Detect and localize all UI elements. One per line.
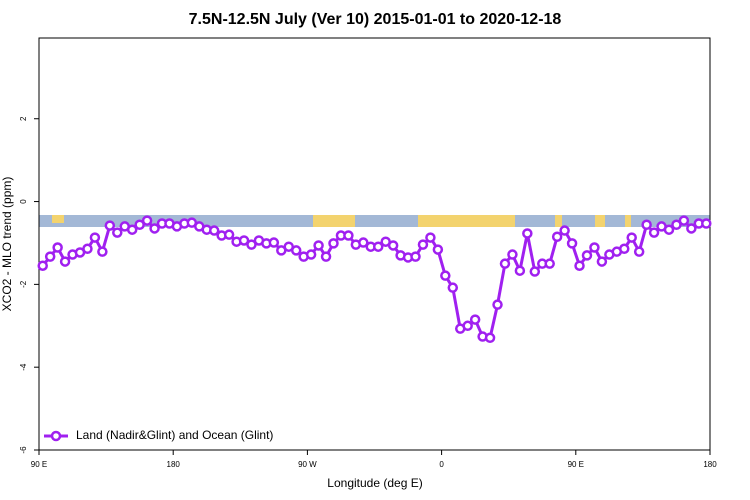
- point: [59, 256, 71, 267]
- chart-title: 7.5N-12.5N July (Ver 10) 2015-01-01 to 2…: [189, 11, 562, 28]
- point: [82, 243, 93, 255]
- y-axis-label: XCO2 - MLO trend (ppm): [0, 177, 14, 312]
- point: [574, 260, 585, 271]
- point: [410, 251, 421, 262]
- point: [52, 242, 63, 253]
- point: [328, 238, 339, 249]
- point: [141, 215, 153, 226]
- y-tick-label: -2: [19, 280, 28, 288]
- land: [555, 215, 562, 227]
- point: [305, 249, 317, 260]
- point: [89, 232, 101, 243]
- point: [417, 239, 429, 250]
- point: [126, 224, 138, 235]
- point: [641, 219, 652, 230]
- point: [313, 240, 324, 251]
- point: [246, 239, 257, 250]
- point: [149, 223, 160, 234]
- point: [44, 251, 56, 262]
- point: [320, 251, 332, 262]
- point: [358, 237, 369, 248]
- land: [418, 215, 515, 227]
- land: [625, 215, 631, 227]
- point: [134, 219, 145, 230]
- point: [686, 223, 697, 234]
- point: [223, 229, 235, 240]
- point: [112, 227, 123, 238]
- x-tick-label: 0: [439, 460, 444, 469]
- point: [626, 232, 637, 243]
- point: [507, 249, 518, 260]
- land: [52, 215, 64, 223]
- y-tick-label: 2: [19, 116, 28, 121]
- point: [499, 258, 511, 269]
- point: [97, 246, 108, 257]
- point: [387, 240, 399, 251]
- point: [633, 246, 645, 257]
- point: [581, 250, 593, 261]
- point: [589, 242, 600, 253]
- point: [238, 235, 250, 246]
- point: [566, 238, 578, 249]
- point: [425, 232, 436, 243]
- map-strip: [39, 215, 710, 227]
- legend-marker: [50, 430, 62, 442]
- point: [596, 256, 608, 267]
- x-tick-label: 90 E: [31, 460, 47, 469]
- land: [313, 215, 355, 227]
- point: [372, 241, 384, 252]
- point: [447, 282, 459, 293]
- point: [37, 260, 48, 271]
- y-tick-label: 0: [19, 199, 28, 204]
- series-line: [41, 218, 707, 340]
- point: [529, 266, 541, 277]
- point: [663, 224, 675, 235]
- ocean: [39, 215, 710, 227]
- legend-label: Land (Nadir&Glint) and Ocean (Glint): [76, 428, 273, 442]
- y-tick-label: -6: [19, 446, 28, 454]
- point: [208, 225, 220, 236]
- point: [492, 299, 503, 310]
- point: [551, 231, 563, 243]
- point: [522, 228, 533, 239]
- point: [559, 225, 570, 236]
- x-tick-label: 90 E: [568, 460, 584, 469]
- x-tick-label: 180: [703, 460, 717, 469]
- point: [544, 258, 555, 269]
- land: [595, 215, 605, 227]
- y-tick-label: -4: [19, 363, 28, 371]
- point: [440, 270, 451, 281]
- point: [432, 244, 444, 255]
- point: [514, 265, 526, 276]
- point: [484, 332, 496, 344]
- point: [701, 218, 712, 229]
- point: [671, 219, 682, 230]
- point: [343, 230, 354, 241]
- x-axis-label: Longitude (deg E): [327, 476, 422, 490]
- point: [648, 227, 660, 238]
- x-tick-label: 90 W: [298, 460, 317, 469]
- plot-frame: [38, 37, 711, 451]
- x-tick-label: 180: [167, 460, 181, 469]
- point: [104, 220, 116, 231]
- point: [462, 320, 473, 332]
- point: [619, 243, 630, 255]
- point: [678, 215, 690, 226]
- point: [469, 314, 481, 325]
- point: [290, 245, 302, 256]
- point: [268, 237, 280, 248]
